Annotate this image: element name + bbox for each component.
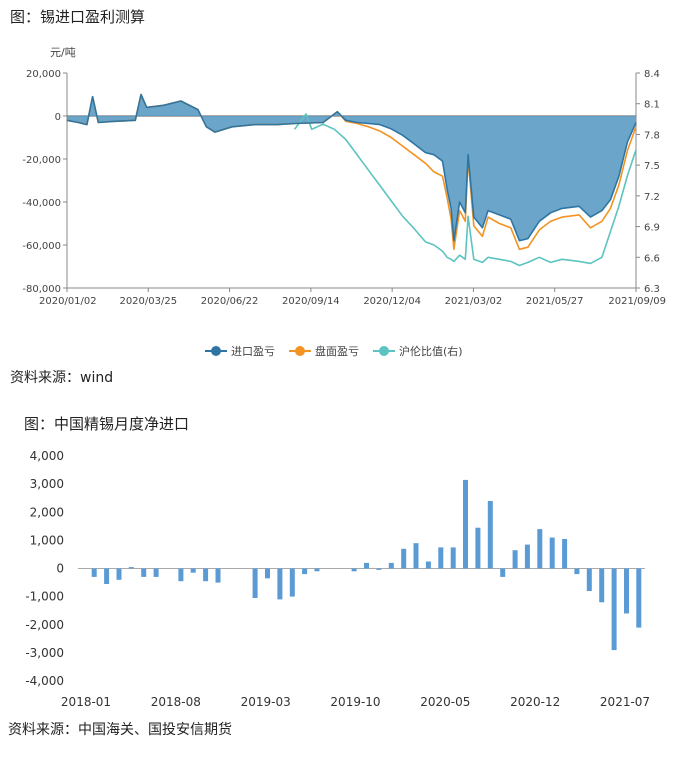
chart1-xtick-label: 2020/03/25 [119,296,177,307]
chart2-bar [388,562,394,569]
chart1-y2tick-label: 7.5 [644,161,660,172]
chart2-bar [104,568,110,584]
legend-label-ratio: 沪伦比值(右) [399,345,463,358]
chart2-bar [252,568,258,598]
legend-marker-import-profit-icon [211,346,221,356]
ratio-line [293,113,637,267]
chart1-unit-label: 元/吨 [50,46,76,59]
chart2-bar [91,568,97,577]
chart1-xtick-label: 2020/01/02 [39,296,97,307]
chart2-bar [153,568,159,577]
chart1-ytick-label: -20,000 [22,155,61,166]
chart2-ytick-label: -2,000 [25,618,64,632]
chart2-bar [128,567,134,569]
chart2-xtick-label: 2018-08 [151,695,201,709]
chart1-legend: 进口盈亏 盘面盈亏 沪伦比值(右) [205,343,463,359]
chart1-ytick-label: 20,000 [26,69,61,80]
legend-label-futures-profit: 盘面盈亏 [315,345,359,358]
chart2-xtick-label: 2020-12 [510,695,560,709]
legend-item-ratio: 沪伦比值(右) [373,343,463,359]
chart2-ytick-label: 0 [56,562,64,576]
chart2-bar [450,547,456,569]
chart2-bar [586,568,592,591]
legend-item-import-profit: 进口盈亏 [205,343,275,359]
chart2-bar [487,501,493,569]
chart2-bar [438,547,444,569]
chart2-xtick-label: 2021-07 [600,695,650,709]
chart2-bar [277,568,283,600]
chart1-y2tick-label: 6.9 [644,223,660,234]
chart2-xtick-label: 2019-03 [241,695,291,709]
chart2-bar [636,568,642,628]
chart2-bar [215,568,221,583]
chart2-bar [265,568,270,579]
chart1-title: 图：锡进口盈利测算 [10,8,146,26]
chart2-bar [562,539,568,569]
chart2-bar [178,568,184,582]
chart2-xtick-label: 2020-05 [420,695,470,709]
chart1-y2tick-label: 8.1 [644,100,660,111]
chart2-bar [141,568,147,577]
chart1-xtick-label: 2021/05/27 [526,296,584,307]
chart1-ytick-label: 0 [55,112,61,123]
legend-marker-futures-profit-icon [295,346,305,356]
chart2-bar [116,568,122,580]
chart2-bar [574,568,580,575]
import-profit-line [66,93,637,242]
chart1-y2tick-label: 6.3 [644,284,660,295]
chart2-svg: 4,000 3,000 2,000 1,000 0 -1,000 -2,000 -3,000 -… [25,449,650,709]
chart1-ytick-label: -60,000 [22,241,61,252]
chart1-y2tick-label: 6.6 [644,253,660,264]
chart2-bar [463,479,468,569]
chart2-bar [289,568,295,597]
chart2-bar [599,568,605,603]
chart1-y2tick-label: 7.2 [644,192,660,203]
chart2-ytick-label: 3,000 [30,477,64,491]
chart2-bar [190,568,196,573]
legend-item-futures-profit: 盘面盈亏 [289,343,359,359]
chart2-bar [302,568,308,575]
chart2-ytick-label: 4,000 [30,449,64,463]
chart2-bar [537,529,543,569]
chart2-bar [425,561,431,569]
chart1-ytick-label: -80,000 [22,284,61,295]
chart2-bar [413,543,419,569]
legend-marker-ratio-icon [379,346,389,356]
chart2-bar [351,568,357,572]
chart1-xtick-label: 2020/06/22 [201,296,259,307]
chart2-bar [500,568,506,577]
chart2-source: 资料来源：中国海关、国投安信期货 [8,722,232,738]
chart1-ytick-label: -40,000 [22,198,61,209]
chart1-xtick-label: 2020/12/04 [363,296,421,307]
chart2-bar [524,544,530,569]
chart2-bar [611,568,617,651]
chart2-bar [624,568,629,614]
chart2-ytick-label: -4,000 [25,674,64,688]
chart2-bar [364,562,369,569]
chart2-ytick-label: -1,000 [25,590,64,604]
chart2-bar [549,537,555,569]
legend-label-import-profit: 进口盈亏 [231,345,275,358]
chart2-ytick-label: 1,000 [30,533,64,547]
chart2-xtick-label: 2019-10 [330,695,380,709]
chart2-bar [376,568,382,570]
chart2-bar [203,568,209,582]
chart2-bar [475,527,481,569]
chart2-bar [401,548,407,569]
chart2-xtick-label: 2018-01 [61,695,111,709]
chart1-y2tick-label: 7.8 [644,130,660,141]
chart2-bar [314,568,320,572]
chart2-title: 图：中国精锡月度净进口 [24,415,190,433]
chart1-svg: 20,000 0 -20,000 -40,000 -60,000 -80,000 8.4 8.… [22,69,666,307]
chart1-y2tick-label: 8.4 [644,69,660,80]
import-profit-area [67,94,636,241]
chart2-ytick-label: -3,000 [25,646,64,660]
chart2-ytick-label: 2,000 [30,505,64,519]
chart1-xtick-label: 2020/09/14 [282,296,340,307]
chart1-xtick-label: 2021/03/02 [445,296,503,307]
chart2-bar [512,550,518,569]
chart1-xtick-label: 2021/09/09 [608,296,666,307]
chart1-source: 资料来源：wind [10,370,114,386]
